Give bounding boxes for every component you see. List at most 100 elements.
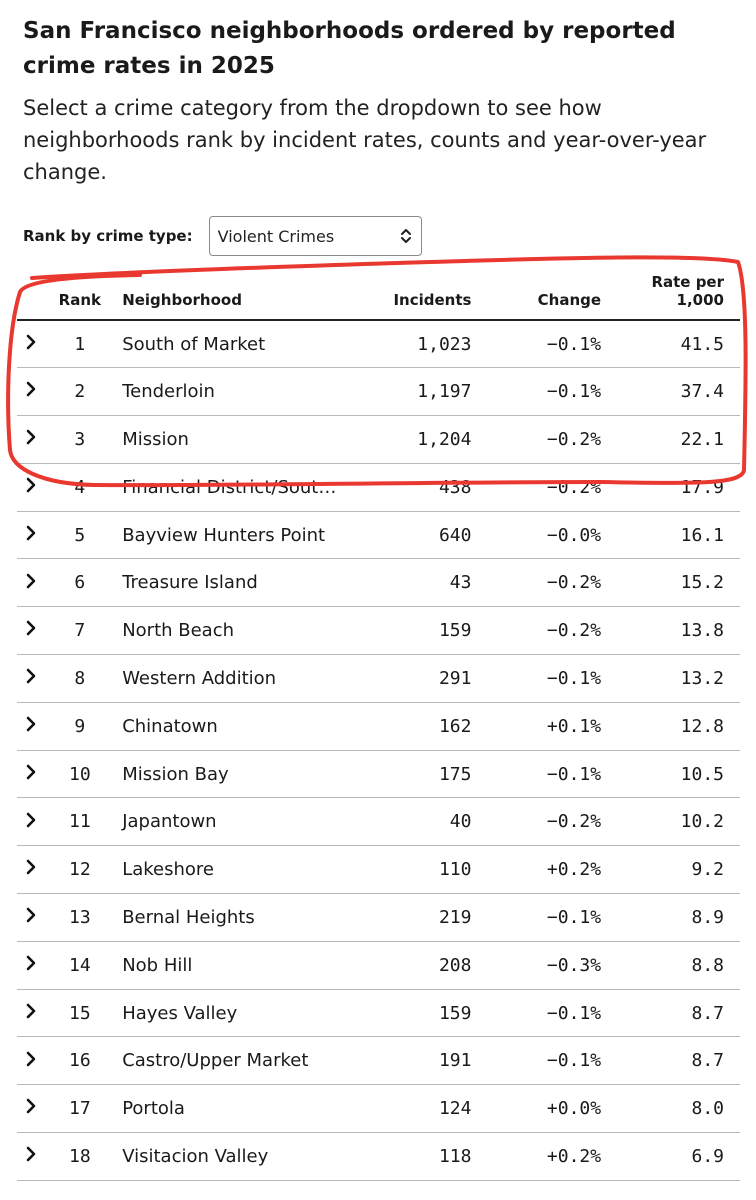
change-cell: −0.2% [481,463,602,512]
neighborhood-cell: Bayview Hunters Point [106,511,340,560]
rank-cell: 18 [53,1132,107,1181]
rate-cell: 8.7 [601,1036,740,1086]
change-cell: −0.2% [481,606,602,656]
rank-cell: 8 [53,654,107,703]
row-expand-toggle[interactable] [17,654,54,703]
chevron-right-icon [25,907,37,928]
expand-column-header [17,268,54,321]
rank-cell: 14 [53,941,107,990]
chevron-right-icon [25,668,37,689]
rank-cell: 16 [53,1036,107,1086]
chevron-right-icon [25,955,37,976]
rank-cell: 11 [53,797,107,847]
change-column-header[interactable]: Change [481,268,602,321]
crime-type-label: Rank by crime type: [23,227,193,245]
rank-cell: 1 [53,320,107,369]
chevron-right-icon [25,764,37,785]
row-expand-toggle[interactable] [17,702,54,751]
row-expand-toggle[interactable] [17,367,54,417]
table-row[interactable]: 4 Financial District/Sout… 438 −0.2% 17.9 [17,463,740,512]
change-cell: −0.1% [481,989,602,1038]
incidents-column-header[interactable]: Incidents [339,268,482,321]
rank-cell: 5 [53,511,107,560]
row-expand-toggle[interactable] [17,415,54,464]
page-title: San Francisco neighborhoods ordered by r… [23,18,676,79]
table-row[interactable]: 17 Portola 124 +0.0% 8.0 [17,1084,740,1134]
row-expand-toggle[interactable] [17,893,54,942]
neighborhood-cell: Western Addition [106,654,340,703]
rank-cell: 4 [53,463,107,512]
chevron-right-icon [25,477,37,498]
rate-cell: 8.0 [601,1084,740,1134]
rate-cell: 6.9 [601,1132,740,1181]
row-expand-toggle[interactable] [17,1132,54,1181]
incidents-cell: 175 [339,750,482,799]
chevron-right-icon [25,716,37,737]
rate-column-header[interactable]: Rate per 1,000 [601,268,740,321]
incidents-cell: 124 [339,1084,482,1134]
neighborhood-cell: Visitacion Valley [106,1132,340,1181]
row-expand-toggle[interactable] [17,845,54,895]
change-cell: +0.1% [481,702,602,751]
table-row[interactable]: 13 Bernal Heights 219 −0.1% 8.9 [17,893,740,942]
table-row[interactable]: 18 Visitacion Valley 118 +0.2% 6.9 [17,1132,740,1181]
neighborhood-cell: Portola [106,1084,340,1134]
chevron-up-down-icon [399,226,413,246]
change-cell: +0.2% [481,845,602,895]
table-row[interactable]: 2 Tenderloin 1,197 −0.1% 37.4 [17,367,740,417]
row-expand-toggle[interactable] [17,1084,54,1134]
row-expand-toggle[interactable] [17,797,54,847]
table-row[interactable]: 1 South of Market 1,023 −0.1% 41.5 [17,320,740,369]
incidents-cell: 191 [339,1036,482,1086]
crime-type-select[interactable]: Violent Crimes [208,216,422,256]
rank-column-header[interactable]: Rank [53,268,107,321]
incidents-cell: 291 [339,654,482,703]
row-expand-toggle[interactable] [17,750,54,799]
table-row[interactable]: 14 Nob Hill 208 −0.3% 8.8 [17,941,740,990]
rate-cell: 22.1 [601,415,740,464]
rate-cell: 13.2 [601,654,740,703]
rank-cell: 13 [53,893,107,942]
chevron-right-icon [25,1051,37,1072]
chevron-right-icon [25,573,37,594]
row-expand-toggle[interactable] [17,606,54,656]
rank-cell: 7 [53,606,107,656]
incidents-cell: 110 [339,845,482,895]
table-row[interactable]: 7 North Beach 159 −0.2% 13.8 [17,606,740,656]
change-cell: −0.1% [481,1036,602,1086]
chevron-right-icon [25,429,37,450]
table-row[interactable]: 6 Treasure Island 43 −0.2% 15.2 [17,558,740,608]
neighborhood-column-header[interactable]: Neighborhood [106,268,340,321]
incidents-cell: 118 [339,1132,482,1181]
chevron-right-icon [25,859,37,880]
incidents-cell: 1,197 [339,367,482,417]
table-row[interactable]: 5 Bayview Hunters Point 640 −0.0% 16.1 [17,511,740,560]
row-expand-toggle[interactable] [17,558,54,608]
table-row[interactable]: 16 Castro/Upper Market 191 −0.1% 8.7 [17,1036,740,1086]
neighborhood-cell: Financial District/Sout… [106,463,340,512]
rank-cell: 3 [53,415,107,464]
row-expand-toggle[interactable] [17,989,54,1038]
row-expand-toggle[interactable] [17,1036,54,1086]
row-expand-toggle[interactable] [17,463,54,512]
crime-type-control: Rank by crime type: Violent Crimes [23,216,422,256]
row-expand-toggle[interactable] [17,320,54,369]
table-row[interactable]: 8 Western Addition 291 −0.1% 13.2 [17,654,740,703]
table-row[interactable]: 12 Lakeshore 110 +0.2% 9.2 [17,845,740,895]
rank-cell: 15 [53,989,107,1038]
change-cell: +0.2% [481,1132,602,1181]
table-row[interactable]: 3 Mission 1,204 −0.2% 22.1 [17,415,740,464]
table-row[interactable]: 10 Mission Bay 175 −0.1% 10.5 [17,750,740,799]
neighborhood-cell: Japantown [106,797,340,847]
rank-cell: 17 [53,1084,107,1134]
table-row[interactable]: 11 Japantown 40 −0.2% 10.2 [17,797,740,847]
table-row[interactable]: 9 Chinatown 162 +0.1% 12.8 [17,702,740,751]
table-row[interactable]: 15 Hayes Valley 159 −0.1% 8.7 [17,989,740,1038]
rate-cell: 15.2 [601,558,740,608]
incidents-cell: 1,023 [339,320,482,369]
row-expand-toggle[interactable] [17,511,54,560]
change-cell: −0.2% [481,797,602,847]
row-expand-toggle[interactable] [17,941,54,990]
neighborhood-cell: Mission Bay [106,750,340,799]
